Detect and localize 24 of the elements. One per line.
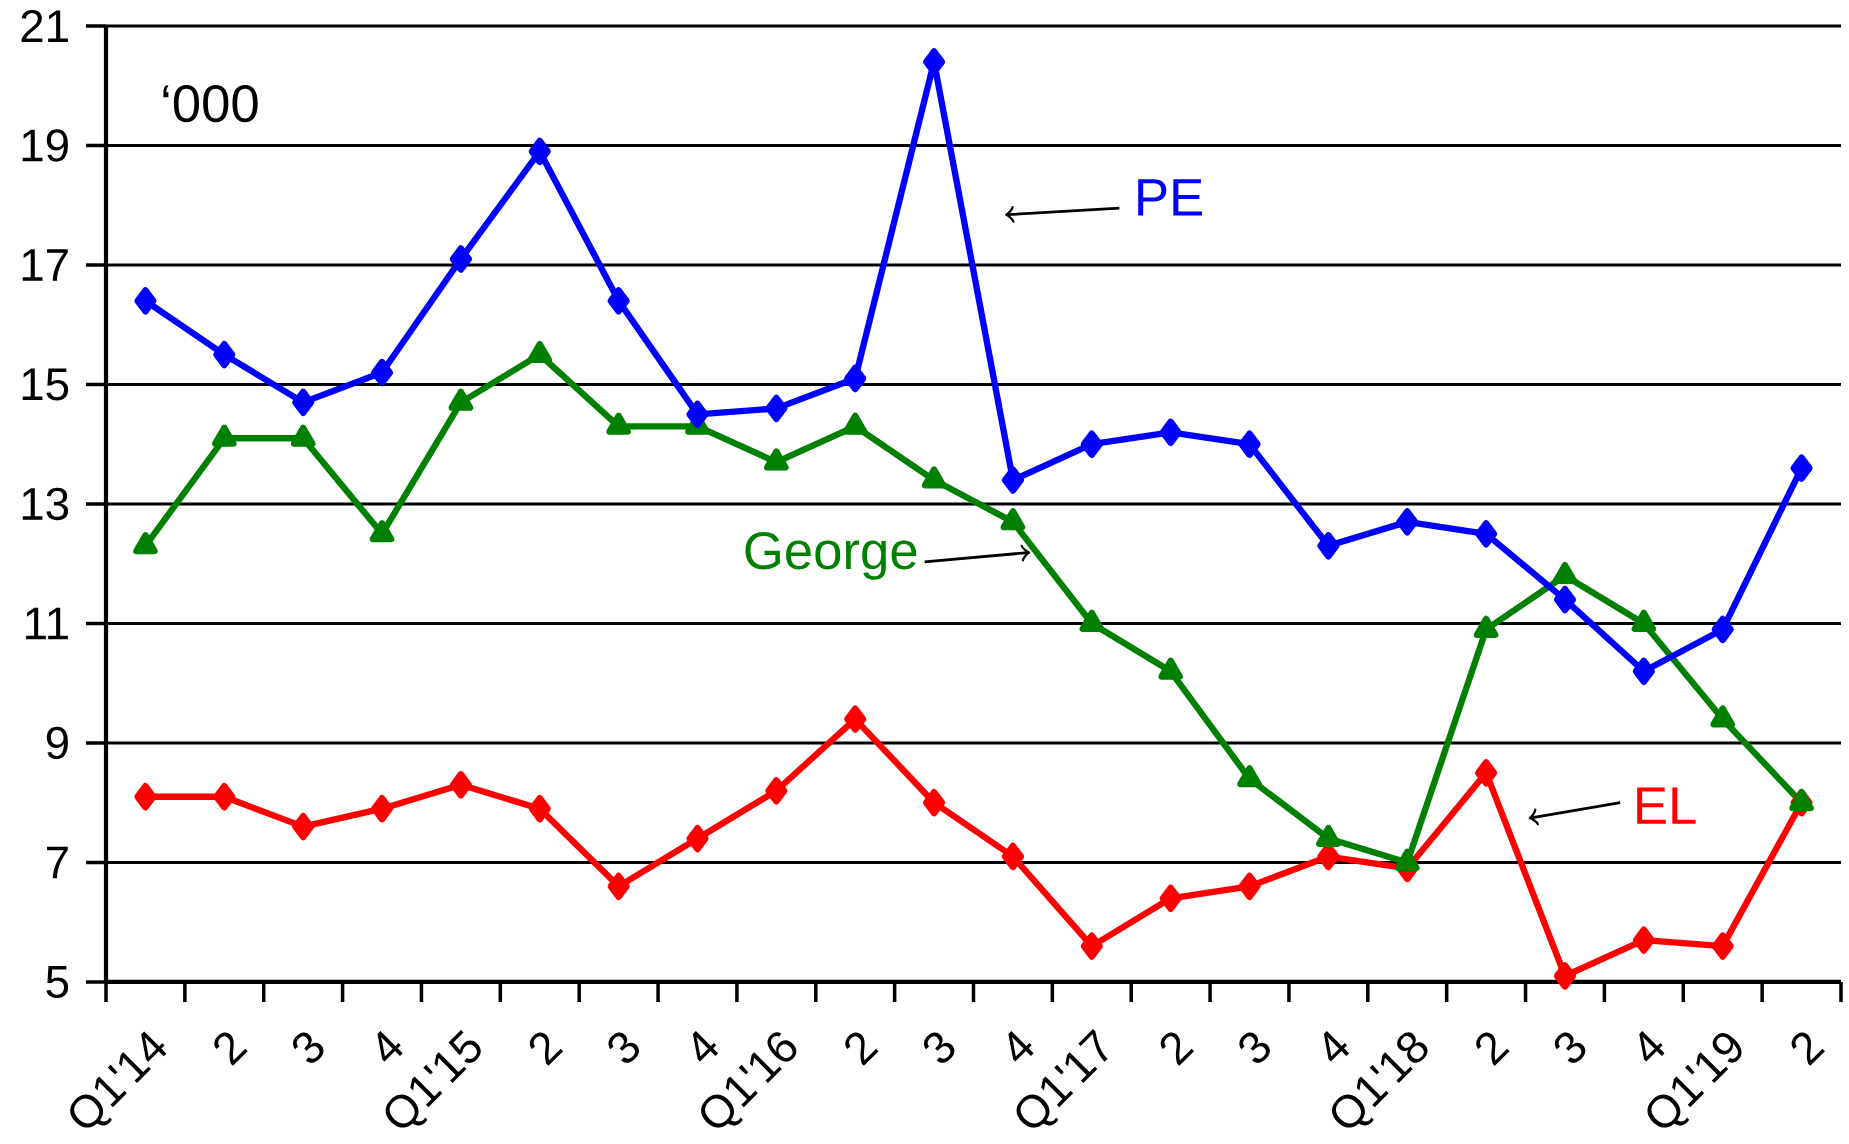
x-tick-label: 2 (845, 1032, 879, 1066)
x-tick-label: 2 (529, 1032, 564, 1066)
x-tick-label: 3 (293, 1032, 324, 1063)
y-tick-label: 19 (22, 129, 68, 162)
text: PE (1138, 179, 1202, 216)
x-tick-label: 3 (923, 1032, 955, 1063)
y-tick-label: 9 (46, 726, 68, 760)
y-tick-label: 11 (26, 607, 68, 640)
x-tick-label: 2 (1791, 1032, 1825, 1066)
annotation: ‘000 (163, 84, 258, 123)
y-tick-label: 5 (46, 966, 69, 998)
x-tick-label: 2 (1160, 1032, 1195, 1066)
x-tick-label: 2 (214, 1032, 248, 1066)
y-tick-label: 7 (47, 846, 68, 879)
x-tick-label: 3 (608, 1032, 639, 1063)
y-tick-label: 17 (22, 249, 68, 281)
y-tick-label: 13 (22, 487, 69, 521)
y-tick-label: 21 (21, 10, 68, 42)
x-tick-label: 3 (1554, 1032, 1586, 1063)
y-tick-label: 15 (22, 368, 69, 401)
series-label: EL (1637, 787, 1696, 824)
x-tick-label: 2 (1476, 1032, 1510, 1066)
x-tick-label: 3 (1239, 1032, 1270, 1063)
series-label: George (745, 532, 917, 580)
